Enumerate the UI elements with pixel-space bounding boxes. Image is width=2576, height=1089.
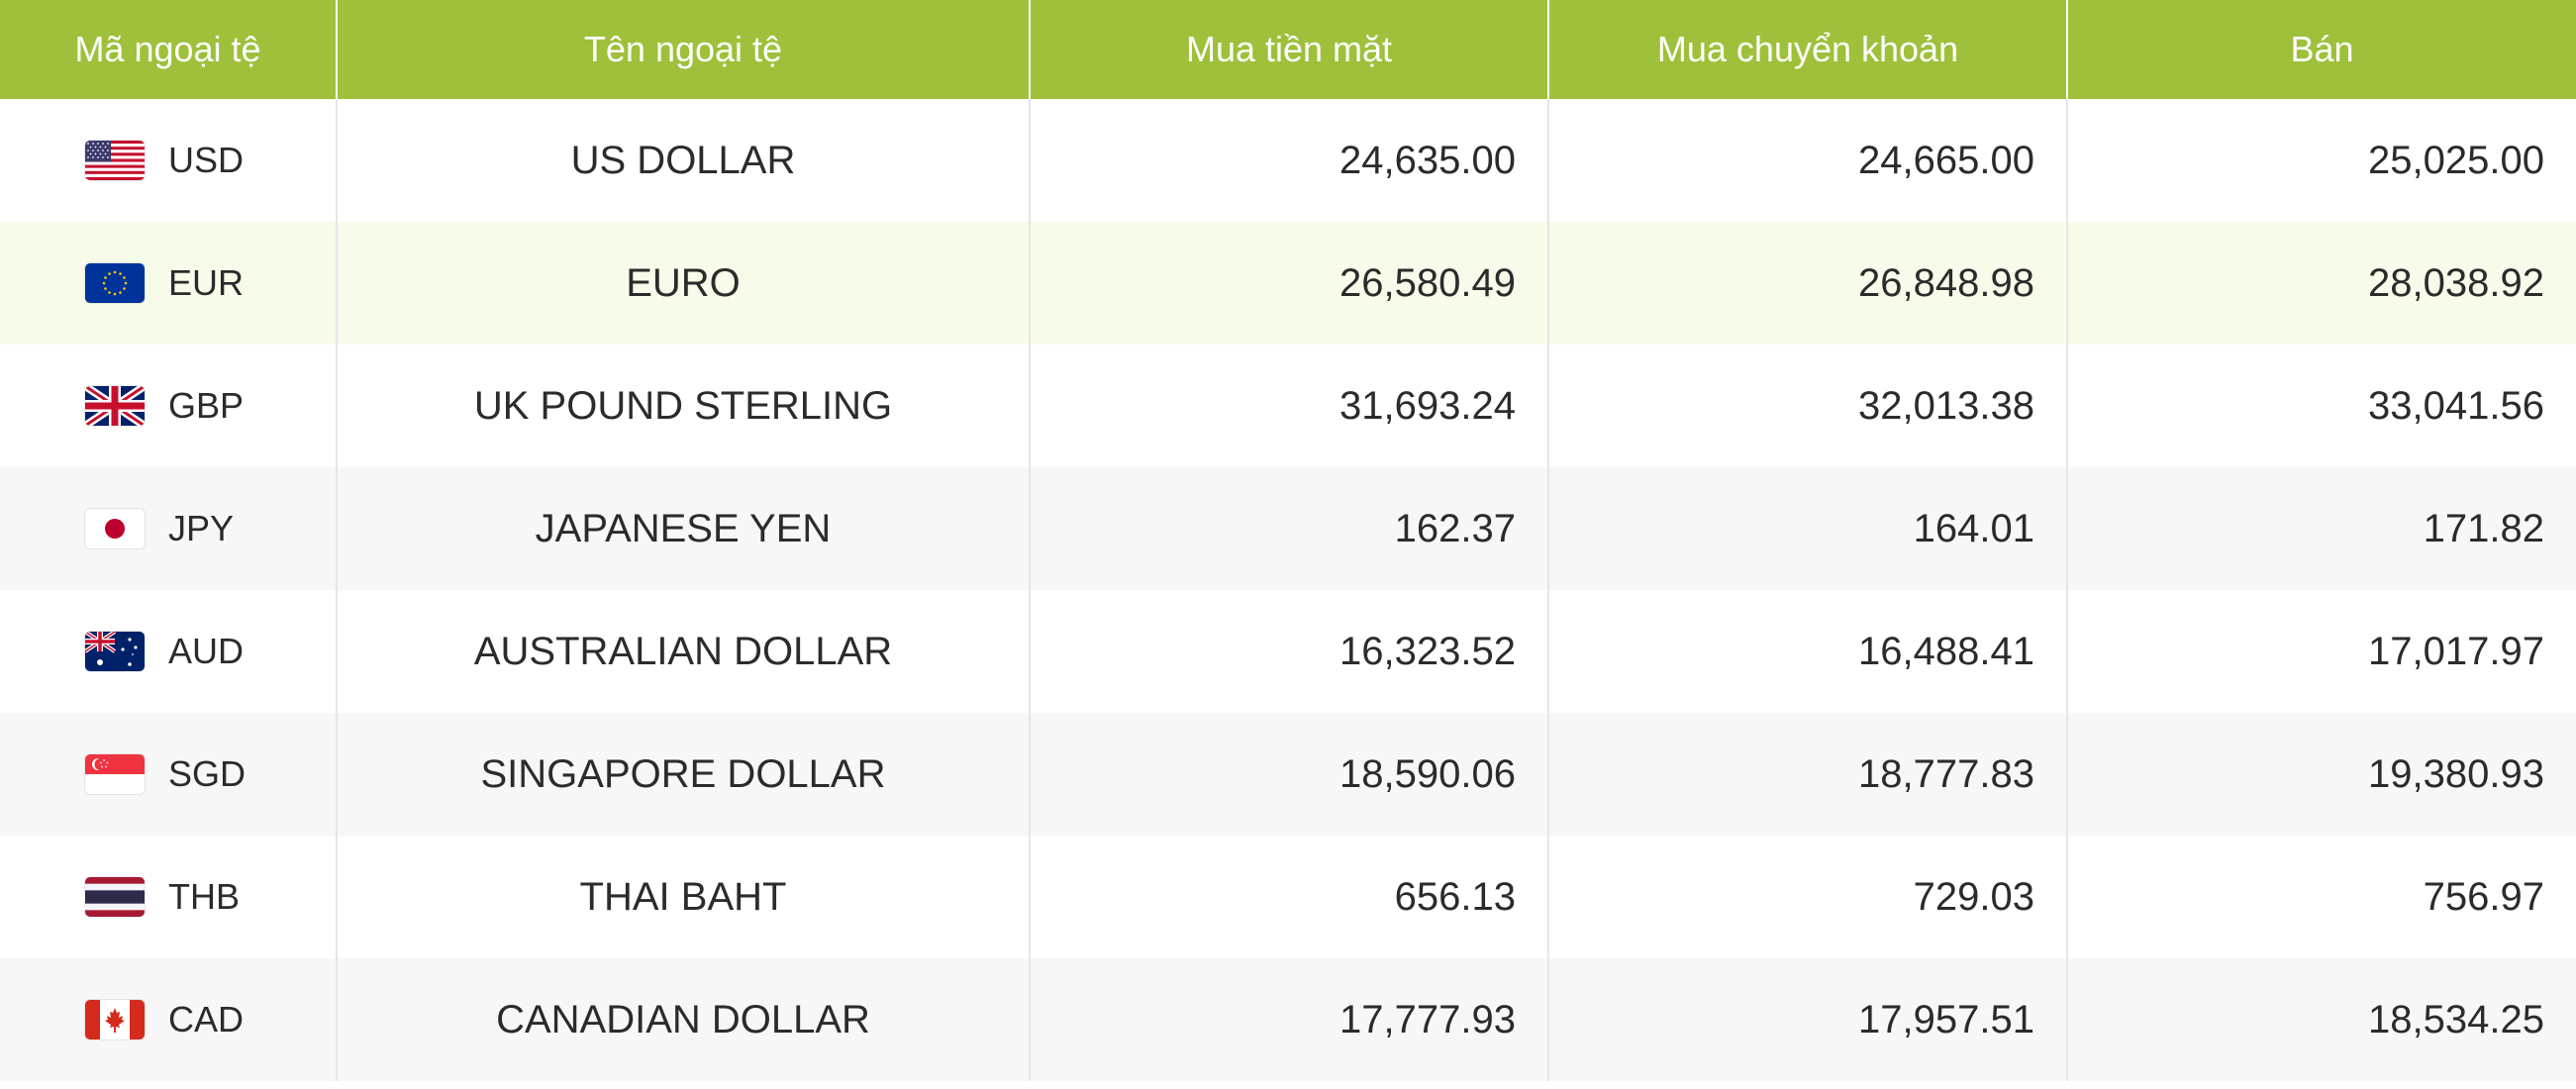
header-currency-code: Mã ngoại tệ [0,0,337,99]
buy-cash-value: 17,777.93 [1029,958,1548,1081]
buy-transfer-value: 32,013.38 [1547,345,2067,467]
currency-name: THAI BAHT [336,836,1030,958]
currency-code-cell: GBP [0,345,337,467]
uk-flag-icon [85,386,145,426]
table-row: CAD CANADIAN DOLLAR 17,777.93 17,957.51 … [0,958,2576,1081]
buy-cash-value: 24,635.00 [1029,99,1548,222]
table-row: EUR EURO 26,580.49 26,848.98 28,038.92 [0,222,2576,345]
buy-cash-value: 162.37 [1029,467,1548,590]
currency-code: USD [168,140,245,180]
currency-code: SGD [168,753,247,794]
currency-code: EUR [168,262,245,303]
currency-code: CAD [168,999,245,1040]
currency-code: THB [168,876,240,917]
currency-code-cell: JPY [0,467,337,590]
buy-cash-value: 26,580.49 [1029,222,1548,345]
buy-transfer-value: 16,488.41 [1547,590,2067,713]
sell-value: 756.97 [2066,836,2576,958]
currency-name: JAPANESE YEN [336,467,1030,590]
header-buy-transfer: Mua chuyển khoản [1547,0,2067,99]
table-row: SGD SINGAPORE DOLLAR 18,590.06 18,777.83… [0,713,2576,836]
thailand-flag-icon [85,877,145,917]
table-row: AUD AUSTRALIAN DOLLAR 16,323.52 16,488.4… [0,590,2576,713]
table-row: JPY JAPANESE YEN 162.37 164.01 171.82 [0,467,2576,590]
currency-name: AUSTRALIAN DOLLAR [336,590,1030,713]
currency-code-cell: SGD [0,713,337,836]
eu-flag-icon [85,263,145,303]
table-header-row: Mã ngoại tệ Tên ngoại tệ Mua tiền mặt Mu… [0,0,2576,99]
currency-code: AUD [168,631,245,671]
us-flag-icon [85,141,145,180]
header-currency-name: Tên ngoại tệ [336,0,1030,99]
buy-transfer-value: 17,957.51 [1547,958,2067,1081]
buy-cash-value: 18,590.06 [1029,713,1548,836]
australia-flag-icon [85,632,145,671]
buy-transfer-value: 26,848.98 [1547,222,2067,345]
table-row: GBP UK POUND STERLING 31,693.24 32,013.3… [0,345,2576,467]
buy-cash-value: 656.13 [1029,836,1548,958]
buy-transfer-value: 164.01 [1547,467,2067,590]
currency-code-cell: CAD [0,958,337,1081]
currency-code-cell: EUR [0,222,337,345]
currency-name: EURO [336,222,1030,345]
sell-value: 19,380.93 [2066,713,2576,836]
buy-cash-value: 16,323.52 [1029,590,1548,713]
canada-flag-icon [85,1000,145,1040]
japan-flag-icon [85,509,145,548]
currency-code: JPY [168,508,235,548]
currency-name: CANADIAN DOLLAR [336,958,1030,1081]
sell-value: 33,041.56 [2066,345,2576,467]
singapore-flag-icon [85,754,145,794]
currency-name: UK POUND STERLING [336,345,1030,467]
sell-value: 171.82 [2066,467,2576,590]
currency-name: SINGAPORE DOLLAR [336,713,1030,836]
currency-code-cell: USD [0,99,337,222]
currency-name: US DOLLAR [336,99,1030,222]
table-row: THB THAI BAHT 656.13 729.03 756.97 [0,836,2576,958]
buy-transfer-value: 729.03 [1547,836,2067,958]
buy-cash-value: 31,693.24 [1029,345,1548,467]
sell-value: 28,038.92 [2066,222,2576,345]
currency-code-cell: AUD [0,590,337,713]
header-buy-cash: Mua tiền mặt [1029,0,1548,99]
table-row: USD US DOLLAR 24,635.00 24,665.00 25,025… [0,99,2576,222]
header-sell: Bán [2066,0,2576,99]
buy-transfer-value: 24,665.00 [1547,99,2067,222]
currency-code-cell: THB [0,836,337,958]
sell-value: 25,025.00 [2066,99,2576,222]
sell-value: 18,534.25 [2066,958,2576,1081]
currency-code: GBP [168,385,245,426]
sell-value: 17,017.97 [2066,590,2576,713]
buy-transfer-value: 18,777.83 [1547,713,2067,836]
